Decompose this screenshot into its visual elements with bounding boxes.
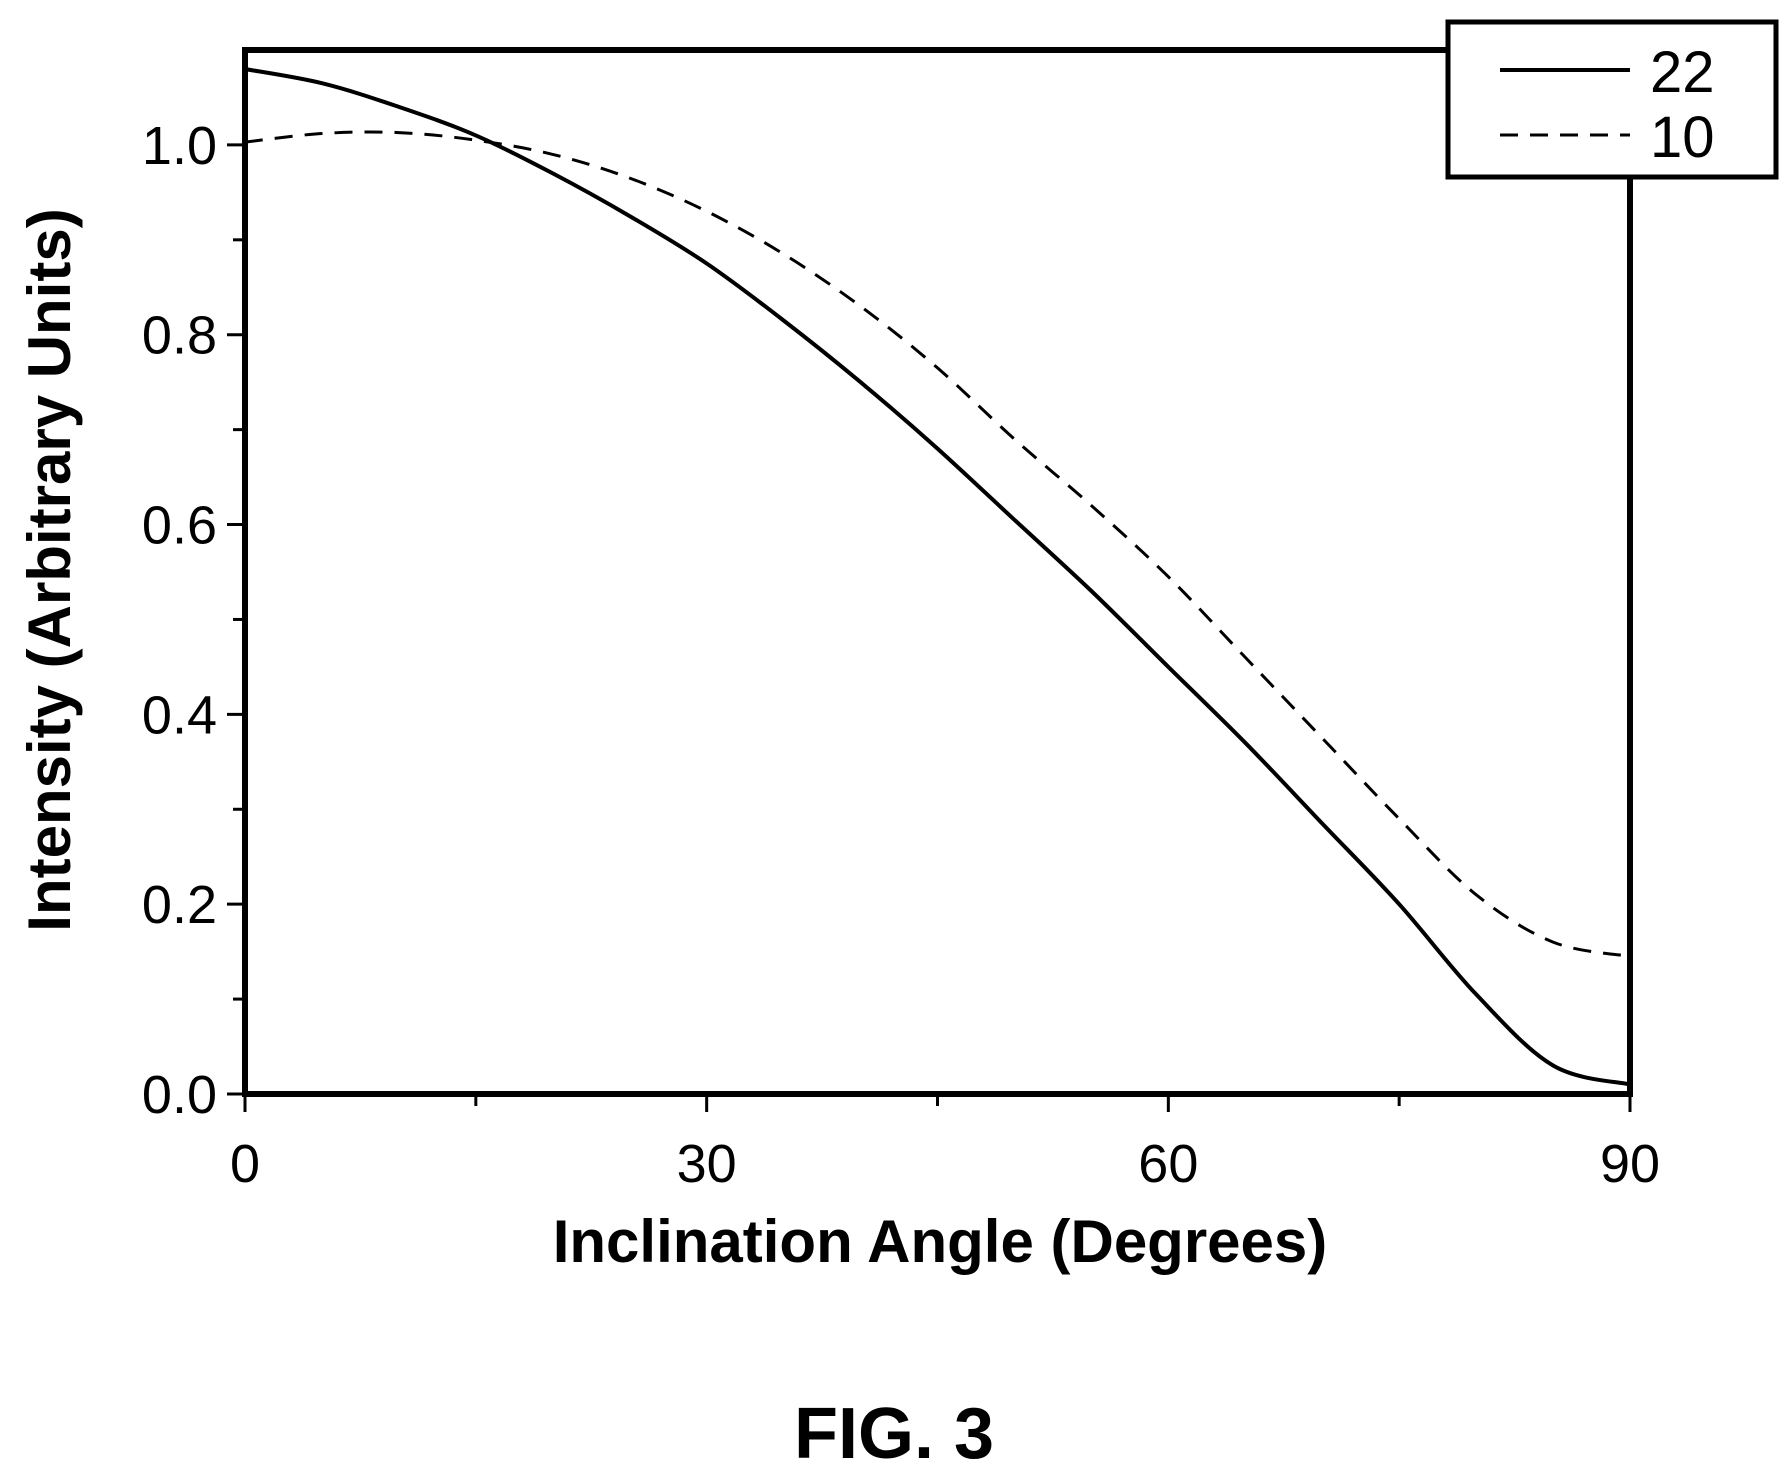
series-line-10 — [244, 130, 1631, 958]
plot-frame — [242, 47, 1633, 1097]
figure-caption: FIG. 3 — [794, 1394, 994, 1474]
x-tick-label: 0 — [230, 1134, 260, 1194]
x-tick-label: 60 — [1138, 1134, 1198, 1194]
legend-label-10: 10 — [1650, 105, 1715, 170]
y-tick-label: 0.2 — [142, 875, 217, 935]
x-axis-title: Inclination Angle (Degrees) — [553, 1208, 1328, 1275]
x-tick-label: 30 — [677, 1134, 737, 1194]
legend-label-22: 22 — [1650, 40, 1715, 105]
plot-border — [242, 47, 1633, 1097]
y-axis-title: Intensity (Arbitrary Units) — [16, 208, 83, 931]
y-tick-label: 0.8 — [142, 306, 217, 366]
x-tick-label: 90 — [1600, 1134, 1660, 1194]
x-axis-ticks: 0 30 60 90 — [230, 1094, 1660, 1194]
y-tick-label: 0.0 — [142, 1065, 217, 1125]
legend-box — [1445, 19, 1779, 180]
legend: 22 10 — [1445, 19, 1779, 180]
series-layer — [244, 67, 1631, 1087]
y-tick-label: 0.6 — [142, 496, 217, 556]
y-tick-label: 0.4 — [142, 685, 217, 745]
series-line-22 — [244, 67, 1631, 1087]
y-axis-ticks: 0.0 0.2 0.4 0.6 0.8 1.0 — [142, 116, 245, 1125]
y-tick-label: 1.0 — [142, 116, 217, 176]
